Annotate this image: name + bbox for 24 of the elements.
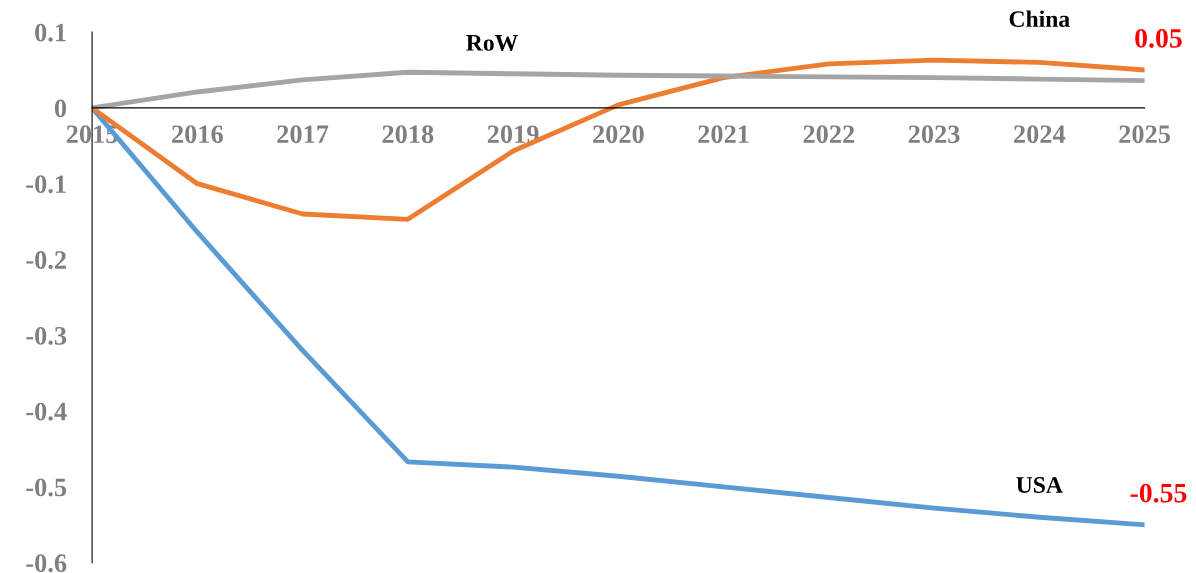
x-tick-label: 2018 bbox=[382, 125, 434, 144]
x-tick-label: 2024 bbox=[1014, 125, 1066, 144]
data-label: -0.55 bbox=[1130, 483, 1187, 503]
x-tick-label: 2016 bbox=[172, 125, 223, 144]
y-tick-label: -0.1 bbox=[26, 175, 66, 194]
y-tick-label: -0.4 bbox=[26, 402, 67, 421]
x-tick-label: 2021 bbox=[698, 125, 749, 144]
line-series bbox=[92, 69, 1145, 111]
y-tick-label: -0.6 bbox=[26, 554, 67, 573]
x-tick-label: 2019 bbox=[487, 125, 539, 144]
data-label: 0.05 bbox=[1135, 28, 1182, 48]
x-tick-label: 2022 bbox=[803, 125, 855, 144]
y-tick-label: -0.2 bbox=[26, 251, 66, 270]
x-tick-label: 2020 bbox=[593, 125, 644, 144]
series-label: USA bbox=[1016, 477, 1063, 493]
series-label: RoW bbox=[466, 35, 518, 51]
y-tick-label: 0.1 bbox=[35, 23, 66, 42]
y-tick-label: -0.5 bbox=[26, 478, 67, 497]
series-label: China bbox=[1009, 10, 1070, 28]
x-tick-label: 2025 bbox=[1119, 125, 1170, 144]
y-tick-label: 0 bbox=[54, 99, 67, 118]
x-tick-label: 2023 bbox=[908, 125, 960, 144]
y-tick-label: -0.3 bbox=[26, 326, 67, 345]
x-tick-label: 2017 bbox=[277, 125, 329, 144]
